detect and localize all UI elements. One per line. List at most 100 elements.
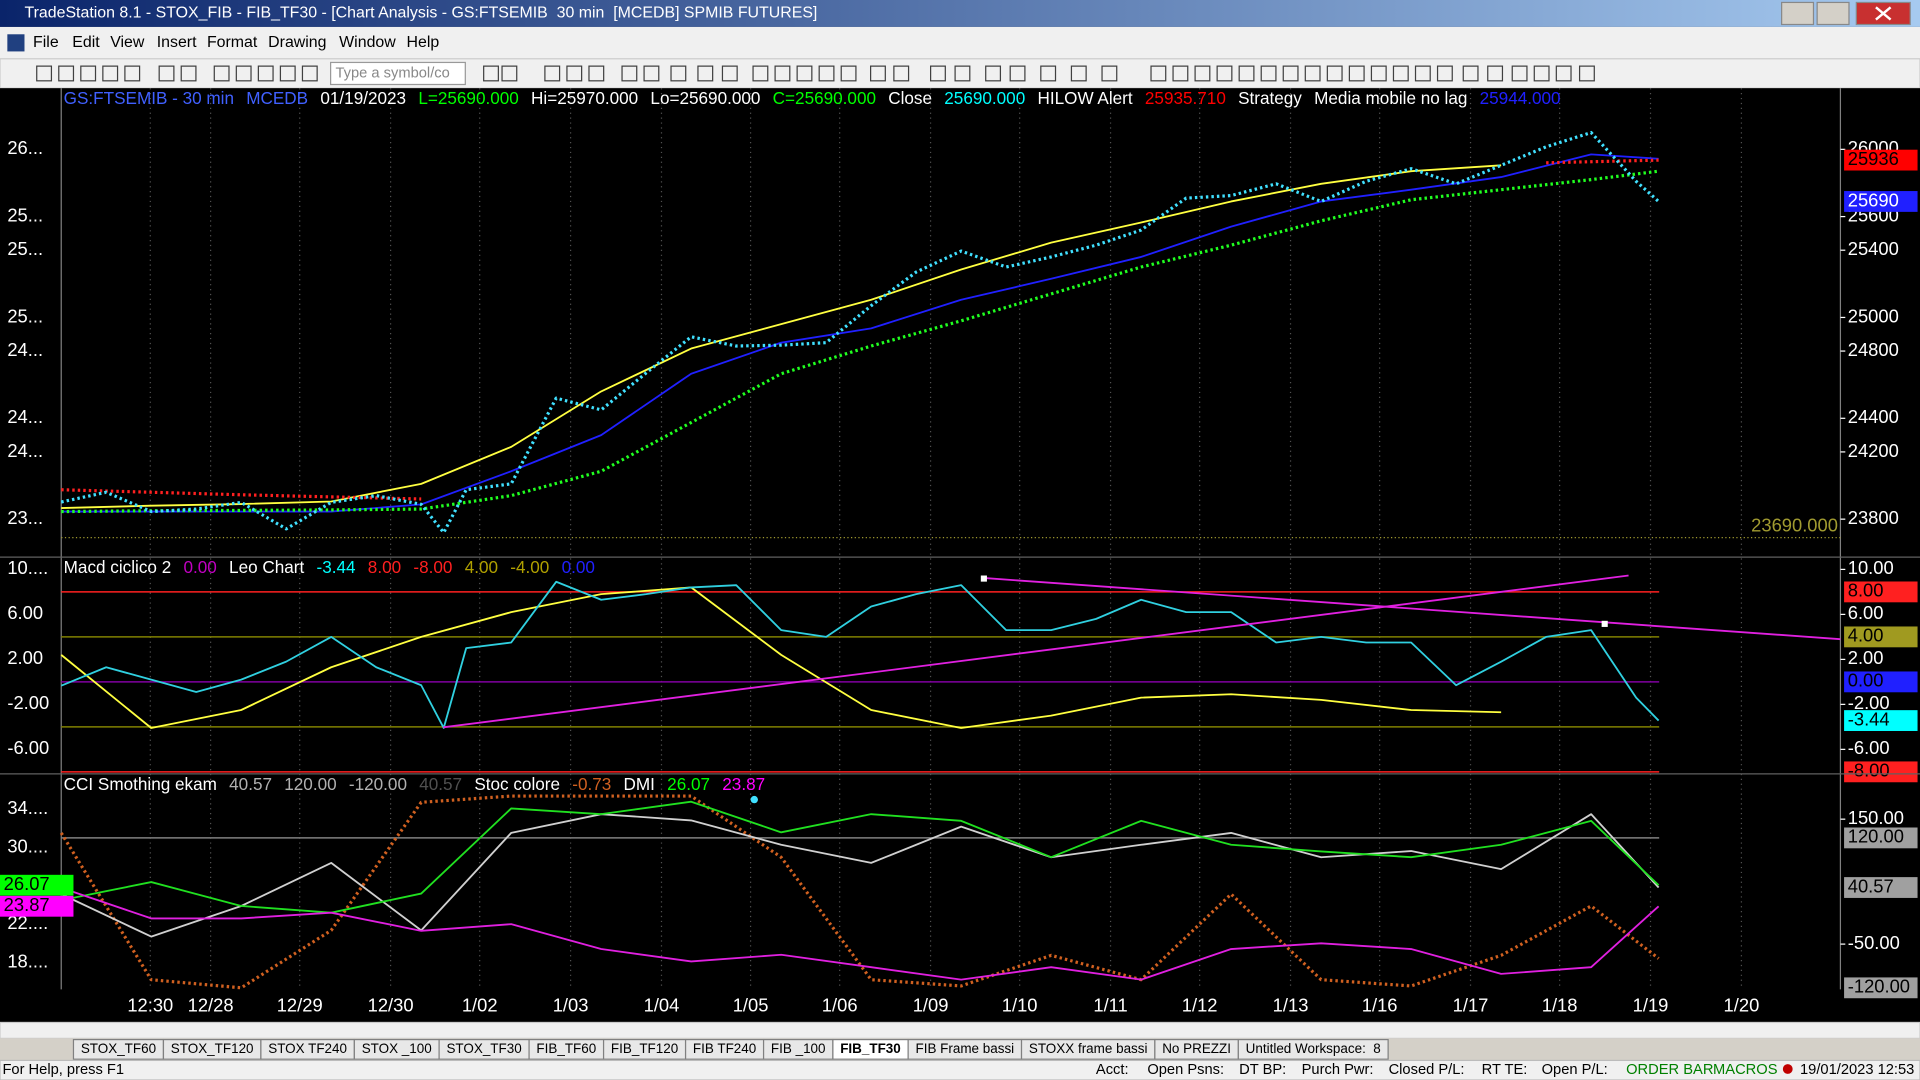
toolbar-button[interactable]	[721, 65, 738, 82]
series-line	[61, 164, 1502, 509]
toolbar-button[interactable]	[1216, 65, 1233, 82]
title-bar	[0, 0, 1920, 27]
toolbar-button[interactable]	[566, 65, 583, 82]
menu-item[interactable]: Format	[207, 34, 258, 51]
toolbar-button[interactable]	[36, 65, 53, 82]
toolbar-button[interactable]	[158, 65, 175, 82]
x-tick-label: 1/02	[462, 994, 498, 1015]
minimize-button[interactable]	[1781, 1, 1815, 26]
toolbar-button[interactable]	[213, 65, 230, 82]
toolbar-button[interactable]	[1414, 65, 1431, 82]
toolbar-button[interactable]	[483, 65, 499, 82]
toolbar-button[interactable]	[301, 65, 318, 82]
menu-item[interactable]: File	[33, 34, 59, 51]
toolbar-button[interactable]	[1282, 65, 1299, 82]
toolbar-button[interactable]	[870, 65, 886, 82]
status-text: RT TE:	[1482, 1062, 1528, 1078]
value-box-label: 26.07	[4, 873, 50, 894]
toolbar-button[interactable]	[752, 65, 769, 82]
toolbar-button[interactable]	[1150, 65, 1167, 82]
toolbar-button[interactable]	[670, 65, 687, 82]
toolbar-button[interactable]	[58, 65, 75, 82]
toolbar-button[interactable]	[102, 65, 119, 82]
value-box	[1844, 581, 1918, 603]
tab-label: FIB_TF120	[611, 1041, 678, 1056]
value-box-label: 25690	[1848, 189, 1899, 210]
symbol-box[interactable]	[330, 61, 466, 86]
toolbar-button[interactable]	[1392, 65, 1409, 82]
menu-item[interactable]: Edit	[72, 34, 100, 51]
value-box	[1844, 827, 1918, 849]
menu-item[interactable]: Drawing	[268, 34, 326, 51]
value-box-label: 40.57	[1848, 875, 1894, 896]
header-item: -4.00	[510, 557, 549, 577]
toolbar-button[interactable]	[774, 65, 791, 82]
toolbar-button[interactable]	[1326, 65, 1343, 82]
toolbar-button[interactable]	[643, 65, 660, 82]
toolbar-button[interactable]	[180, 65, 197, 82]
y-tick-label: 30....	[7, 835, 48, 856]
menu-item[interactable]: Insert	[157, 34, 197, 51]
toolbar-button[interactable]	[1370, 65, 1387, 82]
header-item: 25690.000	[944, 88, 1025, 108]
toolbar-button[interactable]	[1511, 65, 1528, 82]
toolbar-button[interactable]	[1487, 65, 1504, 82]
menu-item[interactable]: View	[110, 34, 145, 51]
toolbar-button[interactable]	[954, 65, 971, 82]
status-text: Acct:	[1096, 1062, 1129, 1078]
toolbar-button[interactable]	[1533, 65, 1550, 82]
toolbar-button[interactable]	[1172, 65, 1189, 82]
toolbar-button[interactable]	[257, 65, 274, 82]
toolbar-button[interactable]	[930, 65, 946, 82]
toolbar-button[interactable]	[80, 65, 97, 82]
toolbar-button[interactable]	[1101, 65, 1118, 82]
toolbar-button[interactable]	[1555, 65, 1572, 82]
toolbar-button[interactable]	[1238, 65, 1255, 82]
value-box	[0, 895, 74, 917]
series-line	[60, 813, 1660, 938]
value-box-label: 23.87	[4, 894, 50, 915]
scrollbar[interactable]	[0, 1021, 1920, 1039]
toolbar-button[interactable]	[818, 65, 835, 82]
toolbar-button[interactable]	[1462, 65, 1479, 82]
toolbar-button[interactable]	[1348, 65, 1365, 82]
tab-label: STOXX frame bassi	[1029, 1041, 1148, 1056]
indicator-header: Macd ciclico 2 0.00 Leo Chart -3.44 8.00 -8.0…	[64, 557, 595, 577]
tab-label: FIB_TF30	[840, 1041, 901, 1056]
header-item: MCEDB	[246, 88, 308, 108]
workspace-tab[interactable]	[1237, 1038, 1389, 1060]
toolbar-button[interactable]	[1260, 65, 1277, 82]
tab-label: No PREZZI	[1162, 1041, 1231, 1056]
toolbar-button[interactable]	[985, 65, 1002, 82]
x-tick-label: 1/19	[1633, 994, 1669, 1015]
menu-item[interactable]: Window	[339, 34, 396, 51]
toolbar-button[interactable]	[1040, 65, 1057, 82]
chart-area	[0, 88, 1920, 1023]
toolbar-button[interactable]	[1009, 65, 1026, 82]
y-tick-label: 24...	[7, 339, 43, 360]
toolbar-button[interactable]	[501, 65, 518, 82]
toolbar-button[interactable]	[1304, 65, 1321, 82]
toolbar-button[interactable]	[893, 65, 910, 82]
header-item: 40.57	[229, 773, 272, 793]
toolbar-button[interactable]	[235, 65, 252, 82]
toolbar-button[interactable]	[544, 65, 561, 82]
toolbar-button[interactable]	[1578, 65, 1595, 82]
header-item: Strategy	[1238, 88, 1302, 108]
maximize-button[interactable]	[1816, 1, 1850, 26]
toolbar-button[interactable]	[124, 65, 141, 82]
toolbar-button[interactable]	[796, 65, 813, 82]
value-box-label: 120.00	[1848, 826, 1904, 847]
menu-item[interactable]: Help	[407, 34, 440, 51]
toolbar-button[interactable]	[697, 65, 714, 82]
toolbar-button[interactable]	[1436, 65, 1453, 82]
toolbar-button[interactable]	[621, 65, 638, 82]
toolbar-button[interactable]	[279, 65, 296, 82]
toolbar-button[interactable]	[588, 65, 605, 82]
toolbar-button[interactable]	[1070, 65, 1087, 82]
toolbar-button[interactable]	[1194, 65, 1211, 82]
toolbar-button[interactable]	[840, 65, 857, 82]
x-tick-label: 1/20	[1724, 994, 1760, 1015]
x-tick-label: 1/10	[1002, 994, 1038, 1015]
header-item: Media mobile no lag	[1314, 88, 1467, 108]
